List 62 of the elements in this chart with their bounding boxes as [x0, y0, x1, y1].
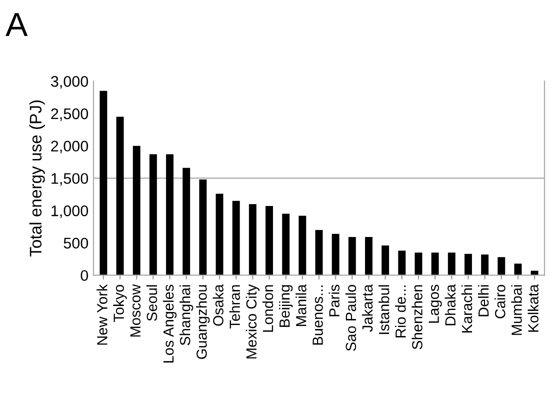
chart-title: A	[6, 13, 28, 36]
x-tick-label: Seoul	[146, 285, 158, 321]
bar	[481, 254, 489, 276]
bar	[498, 257, 506, 276]
x-tick-label: Mumbai	[511, 285, 522, 335]
x-tick-label: Manila	[296, 284, 306, 326]
x-tick-label: New York	[96, 284, 108, 345]
bar	[100, 90, 108, 276]
x-tick-label: Sao Paulo	[345, 284, 356, 351]
bar	[348, 237, 356, 276]
x-tick-label: Tehran	[229, 285, 240, 328]
x-tick-label: London	[262, 285, 274, 332]
bar	[382, 245, 390, 276]
x-tick-label: Dhaka	[444, 284, 456, 326]
bar	[398, 250, 406, 276]
bar	[166, 154, 174, 276]
bar	[132, 146, 140, 276]
y-tick-label: 1,000	[52, 205, 88, 218]
y-tick-label: 1,500	[52, 173, 88, 186]
x-tick-label: Kolkata	[528, 284, 538, 332]
bar	[514, 264, 522, 276]
x-tick-label: Beijing	[279, 285, 293, 327]
x-tick-label: Mexico City	[246, 284, 260, 358]
bar	[182, 168, 190, 276]
x-tick-label: Buenos...	[312, 286, 323, 345]
bar	[282, 214, 290, 276]
x-tick-label: Cairo	[494, 284, 506, 318]
bar	[149, 154, 157, 276]
bar	[464, 254, 472, 276]
x-tick-label: Karachi	[461, 285, 472, 332]
bar	[365, 237, 372, 276]
x-tick-label: Istanbul	[378, 285, 390, 334]
y-axis-title: Total energy use (PJ)	[29, 100, 45, 257]
x-tick-label: Jakarta	[362, 284, 373, 332]
bar	[216, 194, 224, 276]
bar	[315, 230, 323, 276]
bar	[298, 216, 306, 276]
y-tick-label: 500	[64, 238, 88, 249]
y-tick-label: 2,000	[51, 140, 88, 154]
bar	[248, 204, 256, 276]
x-tick-label: Shanghai	[180, 285, 194, 346]
bar	[332, 234, 340, 276]
x-tick-label: Tokyo	[113, 284, 127, 322]
x-tick-label: Osaka	[212, 284, 224, 326]
x-tick-label: Los Angeles	[162, 284, 177, 363]
x-tick-label: Guangzhou	[196, 285, 210, 359]
x-tick-label: Shenzhen	[412, 285, 422, 350]
y-tick-label: 3,000	[50, 76, 88, 89]
bar	[116, 116, 124, 276]
x-tick-label: Rio de...	[395, 286, 406, 338]
bar	[431, 252, 439, 276]
y-tick-label: 0	[80, 270, 88, 281]
bar	[199, 179, 207, 276]
bar	[232, 200, 240, 276]
x-tick-label: Moscow	[130, 284, 141, 337]
x-tick-label: Delhi	[478, 285, 489, 316]
y-tick-label: 2,500	[51, 108, 88, 122]
bar	[414, 252, 422, 276]
x-tick-label: Lagos	[428, 284, 442, 323]
bar	[448, 252, 456, 276]
bar	[266, 206, 273, 276]
x-tick-label: Paris	[328, 284, 340, 316]
